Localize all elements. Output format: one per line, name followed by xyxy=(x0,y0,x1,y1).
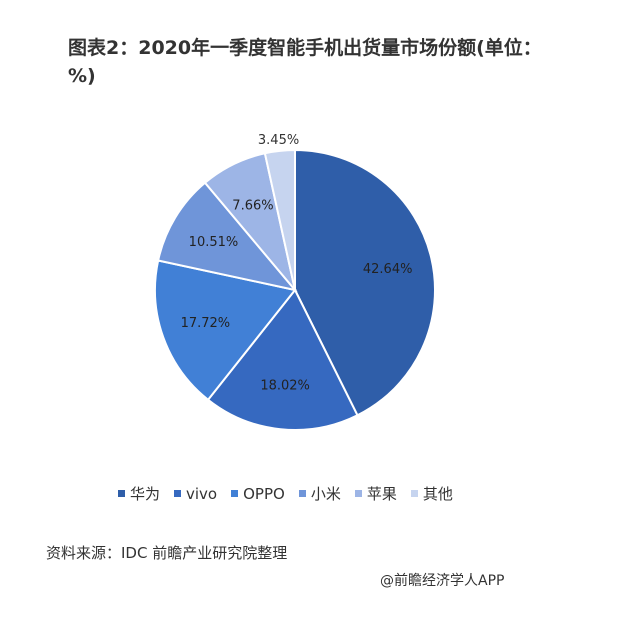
chart-title: 图表2：2020年一季度智能手机出货量市场份额(单位：%) xyxy=(68,37,542,87)
legend-label: 华为 xyxy=(130,485,161,503)
legend-label: 小米 xyxy=(310,485,341,503)
data-label: 17.72% xyxy=(181,316,231,331)
legend-item: OPPO xyxy=(231,483,285,504)
data-label: 10.51% xyxy=(189,235,239,250)
legend-item: 华为 xyxy=(118,483,160,504)
data-label: 3.45% xyxy=(258,133,299,148)
legend-swatch xyxy=(174,490,182,497)
pie-slice-5 xyxy=(263,148,296,291)
legend-swatch xyxy=(410,490,418,497)
legend-item: vivo xyxy=(174,483,217,504)
legend-label: vivo xyxy=(186,484,218,503)
data-label: 42.64% xyxy=(363,262,413,277)
data-label: 18.02% xyxy=(260,379,310,394)
pie-slice-1 xyxy=(206,288,359,431)
pie-slice-3 xyxy=(156,181,298,292)
legend-item: 苹果 xyxy=(354,483,397,504)
legend-swatch xyxy=(354,490,362,497)
legend-item: 小米 xyxy=(298,483,341,504)
data-label: 7.66% xyxy=(232,199,273,214)
pie-slice-0 xyxy=(294,148,436,417)
legend-label: 苹果 xyxy=(366,485,397,503)
legend-label: 其他 xyxy=(422,485,453,503)
legend-item: 其他 xyxy=(410,483,453,504)
source-note: 资料来源：IDC 前瞻产业研究院整理 xyxy=(46,544,288,562)
footer-credit: @前瞻经济学人APP xyxy=(380,573,505,589)
pie-slice-2 xyxy=(154,259,297,402)
legend: 华为 vivo OPPO 小米 苹果 其他 xyxy=(118,483,453,504)
legend-swatch xyxy=(298,490,306,497)
legend-swatch xyxy=(231,490,239,497)
legend-label: OPPO xyxy=(243,484,285,503)
legend-swatch xyxy=(118,490,125,497)
